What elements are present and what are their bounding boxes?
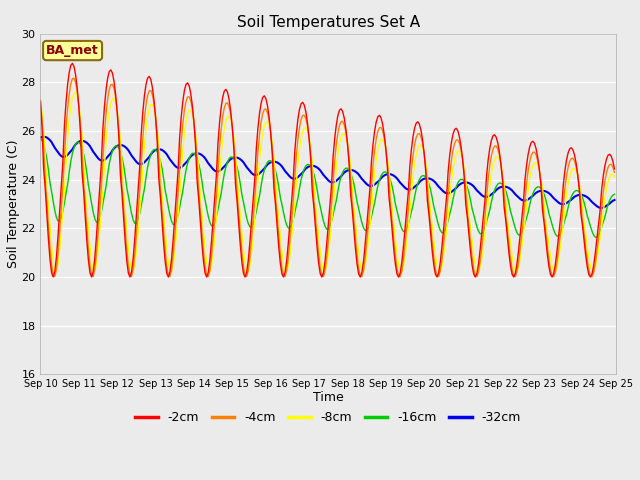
- -2cm: [611, 166, 618, 172]
- -2cm: [289, 180, 297, 186]
- -4cm: [588, 274, 596, 279]
- -2cm: [228, 125, 236, 131]
- -4cm: [611, 169, 618, 175]
- -32cm: [109, 148, 116, 154]
- -4cm: [289, 200, 297, 206]
- -8cm: [209, 250, 217, 256]
- -8cm: [109, 96, 116, 102]
- -2cm: [36, 99, 44, 105]
- -2cm: [580, 238, 588, 243]
- -16cm: [287, 222, 295, 228]
- -16cm: [227, 154, 234, 160]
- -32cm: [36, 135, 44, 141]
- -2cm: [68, 60, 76, 66]
- -32cm: [598, 205, 605, 211]
- -4cm: [36, 97, 44, 103]
- Line: -8cm: -8cm: [40, 93, 614, 272]
- -16cm: [208, 223, 216, 228]
- -2cm: [587, 274, 595, 280]
- -16cm: [611, 192, 618, 197]
- Line: -2cm: -2cm: [40, 63, 614, 277]
- Line: -32cm: -32cm: [40, 137, 614, 208]
- -32cm: [238, 158, 246, 164]
- -16cm: [36, 136, 44, 142]
- -8cm: [590, 269, 598, 275]
- -8cm: [611, 174, 618, 180]
- -32cm: [289, 176, 297, 181]
- -8cm: [72, 90, 79, 96]
- -32cm: [580, 192, 588, 198]
- -8cm: [36, 97, 44, 103]
- -32cm: [209, 167, 217, 172]
- -16cm: [593, 234, 601, 240]
- Line: -16cm: -16cm: [40, 139, 614, 237]
- -4cm: [580, 230, 588, 236]
- Legend: -2cm, -4cm, -8cm, -16cm, -32cm: -2cm, -4cm, -8cm, -16cm, -32cm: [131, 407, 526, 430]
- -2cm: [209, 216, 217, 222]
- Line: -4cm: -4cm: [40, 78, 614, 276]
- -16cm: [107, 154, 115, 159]
- Y-axis label: Soil Temperature (C): Soil Temperature (C): [7, 140, 20, 268]
- -32cm: [228, 156, 236, 161]
- -8cm: [580, 221, 588, 227]
- -16cm: [579, 195, 586, 201]
- Title: Soil Temperatures Set A: Soil Temperatures Set A: [237, 15, 420, 30]
- -4cm: [70, 75, 78, 81]
- Text: BA_met: BA_met: [46, 44, 99, 57]
- -8cm: [289, 219, 297, 225]
- -8cm: [238, 231, 246, 237]
- -4cm: [209, 235, 217, 241]
- -2cm: [109, 70, 116, 76]
- -32cm: [611, 197, 618, 203]
- -4cm: [238, 250, 246, 255]
- -16cm: [236, 181, 244, 187]
- -8cm: [228, 124, 236, 130]
- -2cm: [238, 260, 246, 265]
- -4cm: [109, 82, 116, 87]
- -4cm: [228, 124, 236, 130]
- -32cm: [40, 134, 47, 140]
- X-axis label: Time: Time: [313, 391, 344, 404]
